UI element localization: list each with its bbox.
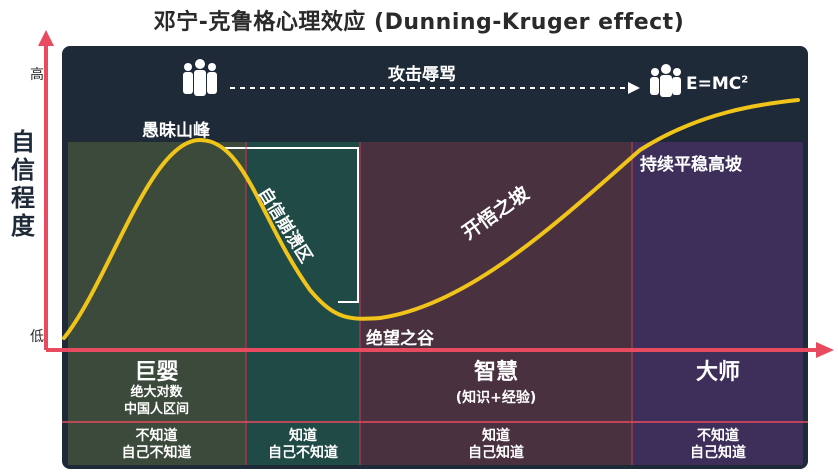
crowd-icon-right <box>650 64 681 97</box>
collapse-bracket <box>224 147 359 303</box>
y-tick-high: 高 <box>30 67 44 83</box>
y-axis-label-char: 程 <box>11 184 35 212</box>
attack-arrow-head <box>628 82 640 94</box>
y-axis-label-char: 度 <box>11 212 35 240</box>
slope-label: 开悟之坡 <box>458 181 534 244</box>
x-axis-arrow <box>816 342 834 358</box>
crowd-icon-left <box>183 59 217 96</box>
stage-name-baby: 巨婴 <box>134 360 179 385</box>
emc-label: E=MC2 <box>686 74 748 94</box>
y-axis-label-char: 信 <box>11 156 35 184</box>
emc-text: E=MC <box>686 74 742 94</box>
y-axis-arrow <box>38 30 54 46</box>
zone-baby <box>68 142 245 465</box>
know-cell-4: 不知道 自己知道 <box>690 428 746 461</box>
emc-superscript: 2 <box>741 74 749 86</box>
know-cell-1: 不知道 自己不知道 <box>121 428 192 461</box>
y-axis-label: 自 信 程 度 <box>6 128 40 240</box>
know-cell-3: 知道 自己知道 <box>468 428 524 461</box>
confidence-curve <box>62 98 800 340</box>
stage-sub-baby: 绝大对数 中国人区间 <box>123 385 189 417</box>
valley-label: 绝望之谷 <box>366 329 434 349</box>
y-tick-low: 低 <box>30 329 44 345</box>
peak-label: 愚昧山峰 <box>142 121 210 141</box>
stage-name-master: 大师 <box>695 360 740 385</box>
y-axis-label-char: 自 <box>11 128 35 156</box>
know-cell-2: 知道 自己不知道 <box>268 428 338 461</box>
diagram-title: 邓宁-克鲁格心理效应 (Dunning-Kruger effect) <box>153 10 685 35</box>
zone-collapse <box>247 142 359 465</box>
collapse-label: 自信崩溃区 <box>254 184 317 267</box>
stage-sub-wisdom: (知识+经验) <box>455 390 537 406</box>
plateau-label: 持续平稳高坡 <box>640 155 742 175</box>
stage-name-wisdom: 智慧 <box>473 360 518 385</box>
attack-label: 攻击辱骂 <box>388 65 456 85</box>
zone-master <box>633 142 803 465</box>
